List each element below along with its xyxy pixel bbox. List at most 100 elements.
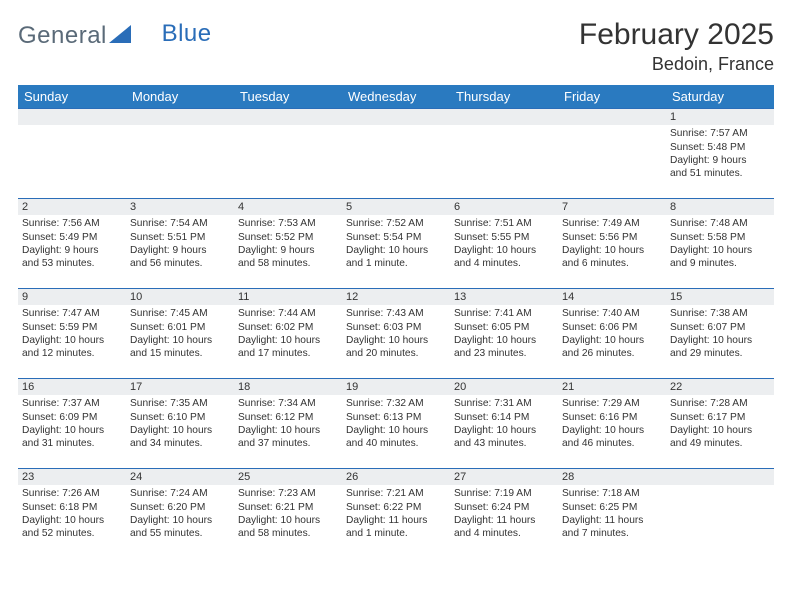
sunrise-label: Sunrise: 7:41 AM [454, 307, 554, 320]
sunset-label: Sunset: 6:05 PM [454, 321, 554, 334]
sunset-label: Sunset: 6:14 PM [454, 411, 554, 424]
sunset-label: Sunset: 6:02 PM [238, 321, 338, 334]
calendar-day-cell: 13Sunrise: 7:41 AMSunset: 6:05 PMDayligh… [450, 288, 558, 378]
daylight1-label: Daylight: 10 hours [238, 334, 338, 347]
brand-part1: General [18, 22, 107, 50]
calendar-week-row: 1Sunrise: 7:57 AMSunset: 5:48 PMDaylight… [18, 108, 774, 198]
calendar-day-cell: 22Sunrise: 7:28 AMSunset: 6:17 PMDayligh… [666, 378, 774, 468]
daylight2-label: and 17 minutes. [238, 347, 338, 360]
day-details: Sunrise: 7:29 AMSunset: 6:16 PMDaylight:… [558, 395, 666, 450]
calendar-day-cell: 1Sunrise: 7:57 AMSunset: 5:48 PMDaylight… [666, 108, 774, 198]
sunrise-label: Sunrise: 7:49 AM [562, 217, 662, 230]
daylight2-label: and 46 minutes. [562, 437, 662, 450]
daylight1-label: Daylight: 11 hours [346, 514, 446, 527]
sunset-label: Sunset: 6:10 PM [130, 411, 230, 424]
day-details: Sunrise: 7:21 AMSunset: 6:22 PMDaylight:… [342, 485, 450, 540]
day-details: Sunrise: 7:41 AMSunset: 6:05 PMDaylight:… [450, 305, 558, 360]
calendar-day-cell: 15Sunrise: 7:38 AMSunset: 6:07 PMDayligh… [666, 288, 774, 378]
calendar-day-cell: 3Sunrise: 7:54 AMSunset: 5:51 PMDaylight… [126, 198, 234, 288]
daylight2-label: and 56 minutes. [130, 257, 230, 270]
daylight2-label: and 4 minutes. [454, 257, 554, 270]
sunrise-label: Sunrise: 7:56 AM [22, 217, 122, 230]
sunset-label: Sunset: 6:17 PM [670, 411, 770, 424]
calendar-day-cell [18, 108, 126, 198]
daylight1-label: Daylight: 10 hours [346, 334, 446, 347]
day-details: Sunrise: 7:48 AMSunset: 5:58 PMDaylight:… [666, 215, 774, 270]
sunset-label: Sunset: 5:51 PM [130, 231, 230, 244]
day-details: Sunrise: 7:19 AMSunset: 6:24 PMDaylight:… [450, 485, 558, 540]
daylight2-label: and 23 minutes. [454, 347, 554, 360]
day-number: 10 [126, 288, 234, 305]
day-details: Sunrise: 7:53 AMSunset: 5:52 PMDaylight:… [234, 215, 342, 270]
calendar-day-cell: 16Sunrise: 7:37 AMSunset: 6:09 PMDayligh… [18, 378, 126, 468]
day-number: 7 [558, 198, 666, 215]
day-details: Sunrise: 7:38 AMSunset: 6:07 PMDaylight:… [666, 305, 774, 360]
day-number: 12 [342, 288, 450, 305]
day-number: 21 [558, 378, 666, 395]
daylight1-label: Daylight: 10 hours [346, 424, 446, 437]
calendar-day-cell: 8Sunrise: 7:48 AMSunset: 5:58 PMDaylight… [666, 198, 774, 288]
sunrise-label: Sunrise: 7:51 AM [454, 217, 554, 230]
daylight1-label: Daylight: 10 hours [346, 244, 446, 257]
day-number: 4 [234, 198, 342, 215]
sunrise-label: Sunrise: 7:31 AM [454, 397, 554, 410]
day-details: Sunrise: 7:23 AMSunset: 6:21 PMDaylight:… [234, 485, 342, 540]
day-number [18, 108, 126, 125]
sunset-label: Sunset: 5:52 PM [238, 231, 338, 244]
weekday-header: Tuesday [234, 85, 342, 108]
sunrise-label: Sunrise: 7:53 AM [238, 217, 338, 230]
day-details: Sunrise: 7:18 AMSunset: 6:25 PMDaylight:… [558, 485, 666, 540]
day-number [234, 108, 342, 125]
sunset-label: Sunset: 6:06 PM [562, 321, 662, 334]
sunset-label: Sunset: 6:20 PM [130, 501, 230, 514]
daylight2-label: and 12 minutes. [22, 347, 122, 360]
daylight2-label: and 40 minutes. [346, 437, 446, 450]
calendar-day-cell: 5Sunrise: 7:52 AMSunset: 5:54 PMDaylight… [342, 198, 450, 288]
sunrise-label: Sunrise: 7:26 AM [22, 487, 122, 500]
calendar-day-cell: 26Sunrise: 7:21 AMSunset: 6:22 PMDayligh… [342, 468, 450, 558]
sunrise-label: Sunrise: 7:29 AM [562, 397, 662, 410]
sunset-label: Sunset: 5:55 PM [454, 231, 554, 244]
day-details: Sunrise: 7:32 AMSunset: 6:13 PMDaylight:… [342, 395, 450, 450]
weekday-header: Monday [126, 85, 234, 108]
daylight1-label: Daylight: 10 hours [454, 244, 554, 257]
daylight1-label: Daylight: 10 hours [238, 424, 338, 437]
calendar-day-cell: 27Sunrise: 7:19 AMSunset: 6:24 PMDayligh… [450, 468, 558, 558]
calendar-week-row: 23Sunrise: 7:26 AMSunset: 6:18 PMDayligh… [18, 468, 774, 558]
sunset-label: Sunset: 6:03 PM [346, 321, 446, 334]
day-details: Sunrise: 7:57 AMSunset: 5:48 PMDaylight:… [666, 125, 774, 180]
calendar-day-cell: 6Sunrise: 7:51 AMSunset: 5:55 PMDaylight… [450, 198, 558, 288]
day-number: 2 [18, 198, 126, 215]
daylight2-label: and 20 minutes. [346, 347, 446, 360]
calendar-page: General Blue February 2025 Bedoin, Franc… [0, 0, 792, 568]
daylight1-label: Daylight: 10 hours [130, 334, 230, 347]
day-number: 11 [234, 288, 342, 305]
daylight2-label: and 29 minutes. [670, 347, 770, 360]
daylight2-label: and 34 minutes. [130, 437, 230, 450]
daylight1-label: Daylight: 10 hours [22, 424, 122, 437]
sunrise-label: Sunrise: 7:37 AM [22, 397, 122, 410]
daylight2-label: and 26 minutes. [562, 347, 662, 360]
calendar-week-row: 16Sunrise: 7:37 AMSunset: 6:09 PMDayligh… [18, 378, 774, 468]
daylight1-label: Daylight: 9 hours [670, 154, 770, 167]
day-number: 19 [342, 378, 450, 395]
calendar-day-cell: 12Sunrise: 7:43 AMSunset: 6:03 PMDayligh… [342, 288, 450, 378]
calendar-day-cell [126, 108, 234, 198]
daylight2-label: and 4 minutes. [454, 527, 554, 540]
sunset-label: Sunset: 6:21 PM [238, 501, 338, 514]
brand-part2: Blue [162, 20, 212, 47]
day-number: 27 [450, 468, 558, 485]
weekday-header-row: Sunday Monday Tuesday Wednesday Thursday… [18, 85, 774, 108]
calendar-week-row: 9Sunrise: 7:47 AMSunset: 5:59 PMDaylight… [18, 288, 774, 378]
calendar-day-cell [342, 108, 450, 198]
sunrise-label: Sunrise: 7:44 AM [238, 307, 338, 320]
daylight2-label: and 58 minutes. [238, 257, 338, 270]
day-details: Sunrise: 7:52 AMSunset: 5:54 PMDaylight:… [342, 215, 450, 270]
calendar-body: 1Sunrise: 7:57 AMSunset: 5:48 PMDaylight… [18, 108, 774, 558]
daylight1-label: Daylight: 10 hours [454, 424, 554, 437]
title-block: February 2025 Bedoin, France [579, 18, 774, 75]
calendar-day-cell: 4Sunrise: 7:53 AMSunset: 5:52 PMDaylight… [234, 198, 342, 288]
calendar-day-cell: 17Sunrise: 7:35 AMSunset: 6:10 PMDayligh… [126, 378, 234, 468]
daylight2-label: and 49 minutes. [670, 437, 770, 450]
day-details: Sunrise: 7:44 AMSunset: 6:02 PMDaylight:… [234, 305, 342, 360]
